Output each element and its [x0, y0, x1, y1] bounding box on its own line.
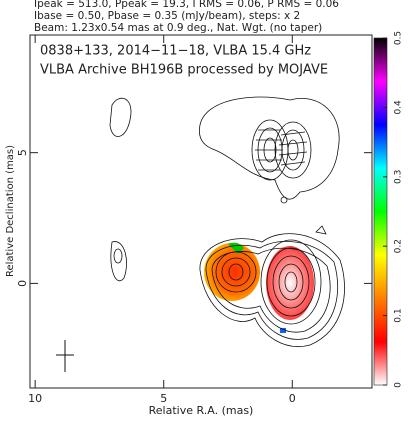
y-tick-label: 5 — [16, 149, 29, 156]
colorbar-tick-label: 0.3 — [394, 170, 404, 184]
x-axis-label: Relative R.A. (mas) — [149, 404, 254, 417]
colorbar-tick-label: 0.4 — [394, 100, 404, 115]
pol-patch — [204, 243, 260, 301]
beam-marker — [56, 340, 74, 372]
x-tick-label: 10 — [28, 392, 42, 405]
colorbar-tick-label: 0.2 — [394, 239, 404, 253]
y-tick-label: 0 — [16, 280, 29, 287]
header-line: Ipeak = 513.0, Ppeak = 19.3, I RMS = 0.0… — [34, 0, 339, 10]
colorbar — [373, 37, 388, 386]
colorbar-tick-label: 0 — [394, 382, 404, 388]
header-line: Ibase = 0.50, Pbase = 0.35 (mJy/beam), s… — [34, 10, 300, 22]
colorbar-tick-label: 0.1 — [394, 308, 404, 322]
x-tick-label: 0 — [289, 392, 296, 405]
contours — [109, 96, 340, 204]
plot-title: VLBA Archive BH196B processed by MOJAVE — [40, 63, 328, 78]
header-line: Beam: 1.23x0.54 mas at 0.9 deg., Nat. Wg… — [34, 22, 322, 34]
plot-title: 0838+133, 2014−11−18, VLBA 15.4 GHz — [40, 44, 311, 59]
plot-frame — [29, 34, 373, 389]
contours — [110, 225, 345, 347]
colorbar-tick-label: 0.5 — [394, 31, 404, 45]
x-tick-label: 5 — [160, 392, 167, 405]
y-axis-label: Relative Declination (mas) — [5, 145, 16, 277]
pol-patch — [280, 328, 286, 333]
